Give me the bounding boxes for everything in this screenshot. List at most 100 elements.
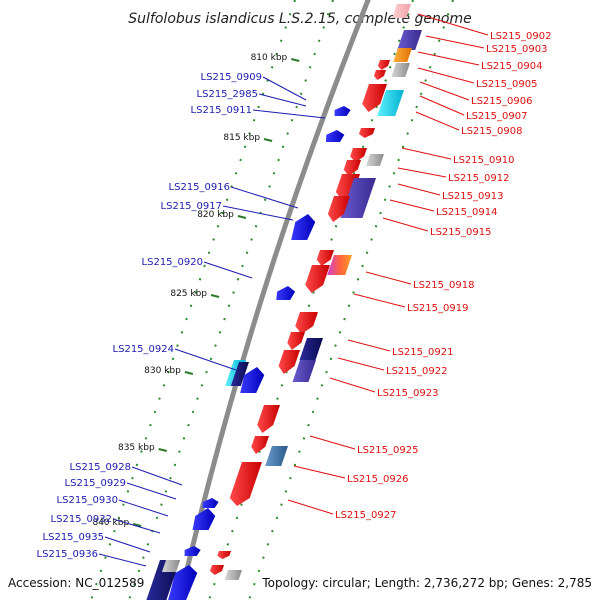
leader-line: [230, 186, 299, 209]
forward-gene-label[interactable]: LS215_0923: [377, 388, 438, 399]
leader-line: [425, 35, 485, 49]
forward-gene-label[interactable]: LS215_0915: [430, 227, 491, 238]
gene-feature: [340, 178, 376, 218]
leader-line: [397, 167, 447, 178]
reverse-gene-label[interactable]: LS215_0935: [43, 532, 104, 543]
reverse-gene-feature: [240, 367, 265, 393]
leader-line: [417, 51, 480, 66]
leader-line: [174, 348, 237, 371]
reverse-gene-label[interactable]: LS215_0932: [51, 514, 112, 525]
reverse-gene-label[interactable]: LS215_0916: [169, 182, 230, 193]
gene-feature: [161, 560, 180, 572]
leader-line: [131, 466, 183, 486]
reverse-gene-feature: [325, 130, 345, 142]
forward-gene-label[interactable]: LS215_0904: [481, 61, 542, 72]
tick-label: 840 kbp: [92, 518, 129, 528]
leader-line: [262, 76, 307, 101]
gene-feature: [224, 570, 242, 580]
reverse-gene-label[interactable]: LS215_0920: [142, 257, 203, 268]
leader-line: [104, 536, 151, 553]
forward-gene-label[interactable]: LS215_0905: [476, 79, 537, 90]
tick-mark: [132, 523, 142, 527]
reverse-gene-feature: [202, 498, 219, 508]
tick-label: 815 kbp: [223, 133, 260, 143]
forward-gene-label[interactable]: LS215_0906: [471, 96, 532, 107]
topology-text: Topology: circular; Length: 2,736,272 bp…: [261, 576, 592, 590]
forward-gene-feature: [251, 436, 269, 454]
reverse-gene-label[interactable]: LS215_2985: [197, 89, 258, 100]
forward-gene-label[interactable]: LS215_0922: [386, 366, 447, 377]
forward-gene-label[interactable]: LS215_0913: [442, 191, 503, 202]
reverse-gene-label[interactable]: LS215_0936: [37, 549, 98, 560]
leader-line: [98, 553, 147, 567]
guide-track: [90, 0, 296, 600]
forward-gene-label[interactable]: LS215_0914: [436, 207, 497, 218]
reverse-gene-label[interactable]: LS215_0930: [57, 495, 118, 506]
forward-gene-feature: [373, 70, 386, 80]
gene-feature: [265, 446, 288, 466]
forward-gene-feature: [362, 84, 387, 112]
reverse-gene-label[interactable]: LS215_0917: [161, 201, 222, 212]
leader-line: [329, 377, 376, 393]
gene-feature: [327, 255, 352, 275]
forward-gene-label[interactable]: LS215_0919: [407, 303, 468, 314]
gene-feature: [392, 4, 411, 18]
forward-gene-label[interactable]: LS215_0903: [486, 44, 547, 55]
gene-features: [146, 4, 422, 600]
leader-line: [382, 217, 429, 232]
leader-line: [203, 261, 253, 279]
forward-gene-feature: [229, 462, 262, 506]
leader-line: [419, 81, 470, 101]
forward-gene-label[interactable]: LS215_0907: [466, 111, 527, 122]
forward-gene-label[interactable]: LS215_0921: [392, 347, 453, 358]
tick-mark: [263, 138, 273, 142]
leader-line: [252, 109, 326, 119]
gene-feature: [292, 360, 316, 382]
reverse-gene-label[interactable]: LS215_0911: [191, 105, 252, 116]
forward-gene-feature: [377, 60, 390, 70]
leader-line: [397, 183, 441, 196]
reverse-gene-label[interactable]: LS215_0909: [201, 72, 262, 83]
reverse-gene-feature: [168, 565, 198, 600]
tick-label: 835 kbp: [118, 443, 155, 453]
forward-gene-feature: [217, 551, 231, 559]
leader-line: [309, 435, 356, 450]
leader-line: [389, 199, 435, 212]
forward-gene-label[interactable]: LS215_0927: [335, 510, 396, 521]
leader-line: [112, 518, 161, 534]
reverse-gene-label[interactable]: LS215_0929: [65, 478, 126, 489]
tick-marks: 810 kbp 815 kbp 820 kbp 825 kbp 830 kbp 835 k…: [92, 53, 300, 528]
forward-gene-label[interactable]: LS215_0902: [490, 31, 551, 42]
gene-feature: [230, 362, 249, 386]
forward-gene-label[interactable]: LS215_0925: [357, 445, 418, 456]
gene-feature: [397, 30, 422, 50]
reverse-gene-label[interactable]: LS215_0924: [113, 344, 174, 355]
tick-mark: [237, 215, 247, 219]
forward-gene-feature: [327, 196, 350, 222]
forward-gene-feature: [316, 250, 334, 266]
leader-line: [126, 482, 177, 500]
gene-labels: LS215_0909 LS215_2985 LS215_0911 LS215_0916…: [37, 13, 551, 567]
forward-gene-feature: [343, 160, 361, 176]
leader-line: [401, 147, 452, 160]
forward-gene-label[interactable]: LS215_0926: [347, 474, 408, 485]
forward-gene-label[interactable]: LS215_0918: [413, 280, 474, 291]
accession-text: Accession: NC_012589: [8, 576, 144, 590]
forward-gene-label[interactable]: LS215_0908: [461, 126, 522, 137]
leader-line: [353, 293, 406, 308]
leader-line: [419, 95, 465, 116]
forward-gene-label[interactable]: LS215_0910: [453, 155, 514, 166]
forward-gene-feature: [358, 128, 375, 138]
gene-feature: [365, 154, 384, 166]
gene-feature: [299, 338, 323, 360]
forward-gene-label[interactable]: LS215_0912: [448, 173, 509, 184]
forward-gene-feature: [350, 148, 367, 162]
forward-gene-feature: [278, 350, 300, 374]
reverse-gene-label[interactable]: LS215_0928: [70, 462, 131, 473]
leader-line: [347, 339, 391, 352]
reverse-gene-feature: [334, 106, 351, 116]
tick-mark: [210, 294, 220, 298]
forward-gene-feature: [287, 332, 305, 350]
tick-mark: [184, 371, 194, 375]
